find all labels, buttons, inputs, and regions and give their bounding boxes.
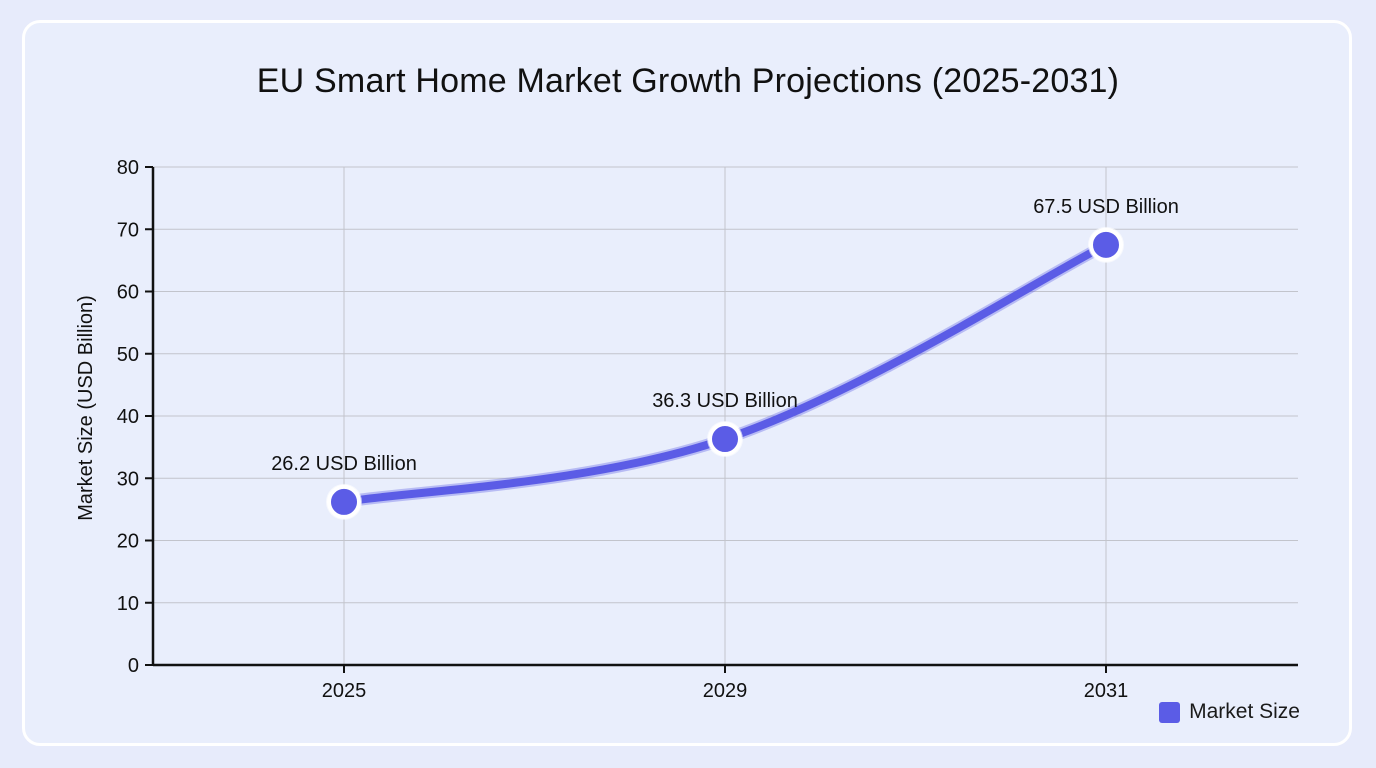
legend-label: Market Size [1189,700,1300,723]
y-tick-label: 40 [117,406,139,428]
x-tick-label: 2029 [703,680,748,702]
y-tick-label: 10 [117,593,139,615]
chart-card [22,20,1352,746]
y-tick-label: 30 [117,468,139,490]
axes [145,166,1298,673]
y-tick-label: 20 [117,531,139,553]
data-label: 26.2 USD Billion [271,453,417,475]
data-label: 36.3 USD Billion [652,390,798,412]
data-points [326,226,1124,520]
y-tick-label: 60 [117,282,139,304]
data-point[interactable] [1089,227,1123,262]
x-tick-label: 2031 [1084,680,1129,702]
data-point[interactable] [327,484,361,519]
tick-labels: 0 10 20 30 40 50 60 70 80 2025 2029 2031 [117,157,1129,702]
y-tick-label: 0 [128,655,139,677]
data-label: 67.5 USD Billion [1033,196,1179,218]
y-tick-label: 80 [117,157,139,179]
y-tick-label: 50 [117,344,139,366]
legend: Market Size [1159,700,1300,724]
y-tick-label: 70 [117,219,139,241]
x-tick-label: 2025 [322,680,367,702]
data-labels: 26.2 USD Billion 36.3 USD Billion 67.5 USD… [271,196,1179,475]
legend-swatch [1159,701,1181,723]
grid-lines [153,166,1298,665]
chart-title: EU Smart Home Market Growth Projections … [256,62,1120,100]
data-point[interactable] [708,422,742,457]
y-axis-title: Market Size (USD Billion) [75,295,97,521]
